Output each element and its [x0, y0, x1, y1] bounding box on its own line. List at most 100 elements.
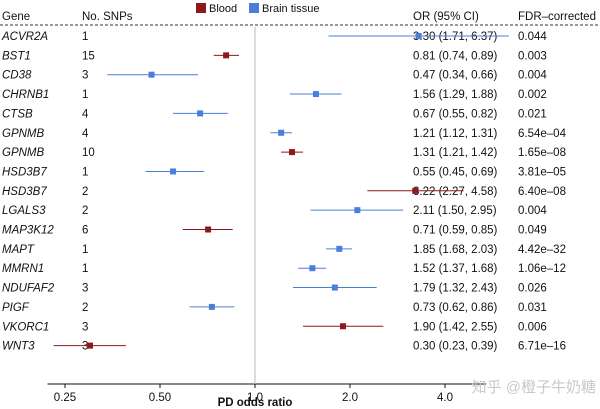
- row-fdr: 0.026: [518, 283, 547, 295]
- row-fdr: 0.049: [518, 225, 547, 237]
- forest-row: CD38 3 0.47 (0.34, 0.66) 0.004: [2, 70, 547, 82]
- row-fdr: 6.71e–16: [518, 341, 566, 353]
- row-fdr: 1.06e–12: [518, 263, 566, 275]
- point-estimate: [412, 187, 419, 194]
- row-gene: NDUFAF2: [2, 283, 55, 295]
- row-gene: CD38: [2, 70, 32, 82]
- row-fdr: 6.40e–08: [518, 186, 566, 198]
- x-tick-label: 0.50: [149, 392, 171, 404]
- x-axis: 0.25 0.50 1.0 2.0 4.0: [47, 383, 487, 404]
- watermark: 知乎 @橙子牛奶糖: [472, 379, 596, 396]
- row-or: 0.55 (0.45, 0.69): [413, 166, 498, 178]
- row-or: 3.22 (2.27, 4.58): [413, 186, 498, 198]
- row-gene: CHRNB1: [2, 89, 49, 101]
- row-gene: PIGF: [2, 302, 30, 314]
- point-estimate: [278, 129, 285, 136]
- row-or: 1.85 (1.68, 2.03): [413, 244, 498, 256]
- point-estimate: [309, 265, 316, 272]
- point-estimate: [223, 52, 230, 59]
- legend-label-blood: Blood: [209, 3, 237, 15]
- row-gene: VKORC1: [2, 321, 49, 333]
- row-or: 1.21 (1.12, 1.31): [413, 128, 498, 140]
- point-estimate: [208, 303, 215, 310]
- row-snps: 1: [82, 263, 88, 275]
- row-or: 1.52 (1.37, 1.68): [413, 263, 498, 275]
- point-estimate: [205, 226, 212, 233]
- row-snps: 6: [82, 225, 88, 237]
- point-estimate: [197, 110, 204, 117]
- point-estimate: [289, 149, 296, 156]
- row-or: 0.81 (0.74, 0.89): [413, 50, 498, 62]
- forest-row: CHRNB1 1 1.56 (1.29, 1.88) 0.002: [2, 89, 547, 101]
- point-estimate: [354, 207, 361, 214]
- row-or: 2.11 (1.50, 2.95): [413, 205, 497, 217]
- forest-row: WNT3 3 0.30 (0.23, 0.39) 6.71e–16: [2, 341, 566, 353]
- forest-row: ACVR2A 1 3.30 (1.71, 6.37) 0.044: [1, 31, 547, 43]
- row-or: 1.90 (1.42, 2.55): [413, 321, 498, 333]
- row-fdr: 0.006: [518, 321, 547, 333]
- row-fdr: 1.65e–08: [518, 147, 566, 159]
- row-fdr: 0.021: [518, 108, 547, 120]
- row-snps: 3: [82, 321, 88, 333]
- x-tick-label: 0.25: [54, 392, 76, 404]
- legend-swatch-blood: [196, 3, 206, 13]
- row-or: 0.71 (0.59, 0.85): [413, 225, 498, 237]
- row-snps: 2: [82, 205, 88, 217]
- legend: Blood Brain tissue: [196, 3, 319, 15]
- row-gene: BST1: [2, 50, 31, 62]
- row-fdr: 3.81e–05: [518, 166, 566, 178]
- row-gene: HSD3B7: [2, 166, 47, 178]
- row-gene: LGALS3: [2, 205, 46, 217]
- legend-label-brain: Brain tissue: [262, 3, 319, 15]
- point-estimate: [170, 168, 177, 175]
- row-snps: 10: [82, 147, 95, 159]
- row-gene: WNT3: [2, 341, 35, 353]
- point-estimate: [148, 71, 155, 78]
- row-snps: 1: [82, 89, 88, 101]
- forest-row: LGALS3 2 2.11 (1.50, 2.95) 0.004: [2, 205, 547, 217]
- point-estimate: [339, 323, 346, 330]
- row-gene: MAPT: [2, 244, 35, 256]
- row-gene: GPNMB: [2, 128, 45, 140]
- x-axis-title: PD odds ratio: [218, 397, 293, 409]
- row-fdr: 0.002: [518, 89, 547, 101]
- row-gene: ACVR2A: [1, 31, 48, 43]
- row-snps: 3: [82, 70, 88, 82]
- row-or: 0.30 (0.23, 0.39): [413, 341, 498, 353]
- point-estimate: [312, 91, 319, 98]
- row-or: 1.79 (1.32, 2.43): [413, 283, 498, 295]
- row-snps: 4: [82, 128, 89, 140]
- row-snps: 3: [82, 341, 88, 353]
- row-snps: 2: [82, 302, 88, 314]
- x-tick-label: 1.0: [247, 392, 263, 404]
- row-snps: 4: [82, 108, 89, 120]
- row-fdr: 0.004: [518, 70, 547, 82]
- row-snps: 2: [82, 186, 88, 198]
- forest-row: MAPT 1 1.85 (1.68, 2.03) 4.42e–32: [2, 244, 566, 256]
- row-gene: MAP3K12: [2, 225, 54, 237]
- row-or: 0.73 (0.62, 0.86): [413, 302, 498, 314]
- header-or: OR (95% CI): [413, 11, 479, 23]
- row-fdr: 0.031: [518, 302, 547, 314]
- row-or: 1.56 (1.29, 1.88): [413, 89, 498, 101]
- row-or: 0.47 (0.34, 0.66): [413, 70, 498, 82]
- row-snps: 3: [82, 283, 88, 295]
- row-gene: GPNMB: [2, 147, 45, 159]
- forest-row: CTSB 4 0.67 (0.55, 0.82) 0.021: [2, 108, 547, 120]
- row-fdr: 6.54e–04: [518, 128, 567, 140]
- row-or: 3.30 (1.71, 6.37): [413, 31, 498, 43]
- forest-row: NDUFAF2 3 1.79 (1.32, 2.43) 0.026: [2, 283, 547, 295]
- row-gene: CTSB: [2, 108, 33, 120]
- forest-row: GPNMB 10 1.31 (1.21, 1.42) 1.65e–08: [2, 147, 566, 159]
- forest-row: MAP3K12 6 0.71 (0.59, 0.85) 0.049: [2, 225, 547, 237]
- row-gene: MMRN1: [2, 263, 44, 275]
- forest-row: HSD3B7 2 3.22 (2.27, 4.58) 6.40e–08: [2, 186, 566, 198]
- header-fdr: FDR–corrected P: [518, 11, 600, 23]
- row-or: 1.31 (1.21, 1.42): [413, 147, 498, 159]
- row-snps: 1: [82, 244, 88, 256]
- row-or: 0.67 (0.55, 0.82): [413, 108, 498, 120]
- forest-row: PIGF 2 0.73 (0.62, 0.86) 0.031: [2, 302, 547, 314]
- forest-row: VKORC1 3 1.90 (1.42, 2.55) 0.006: [2, 321, 547, 333]
- row-fdr: 0.044: [518, 31, 547, 43]
